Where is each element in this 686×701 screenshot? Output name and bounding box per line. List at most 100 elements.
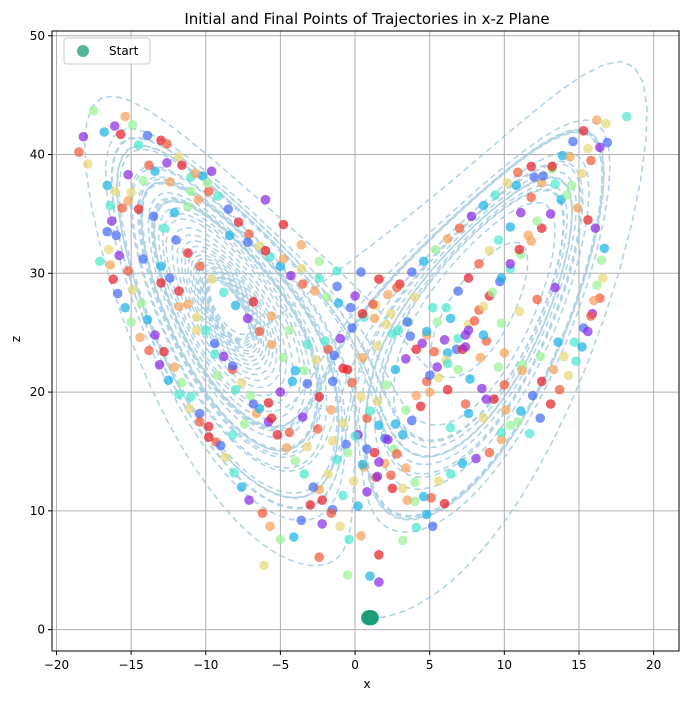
- final-point: [401, 463, 411, 473]
- y-tick-label: 20: [30, 385, 45, 399]
- final-point: [326, 405, 337, 415]
- final-point: [411, 522, 422, 533]
- final-point: [95, 256, 105, 267]
- final-point: [569, 337, 580, 348]
- final-point: [260, 245, 271, 256]
- final-point: [445, 313, 456, 324]
- final-point: [193, 194, 204, 205]
- final-points: [74, 105, 632, 587]
- final-point: [478, 200, 489, 211]
- final-point: [183, 248, 193, 258]
- final-point: [439, 335, 450, 345]
- final-point: [547, 161, 557, 172]
- final-point: [289, 532, 299, 542]
- final-point: [368, 299, 378, 310]
- final-point: [523, 230, 533, 241]
- final-point: [493, 235, 504, 245]
- final-point: [517, 365, 528, 376]
- final-point: [532, 216, 542, 226]
- x-tick-label: −15: [118, 658, 143, 672]
- final-point: [329, 350, 340, 361]
- final-point: [372, 341, 383, 351]
- final-point: [356, 531, 366, 541]
- final-point: [477, 383, 487, 394]
- final-point: [527, 390, 538, 401]
- final-point: [299, 469, 310, 479]
- final-point: [410, 496, 420, 507]
- final-point: [410, 292, 420, 302]
- final-point: [430, 244, 441, 255]
- final-point: [427, 521, 438, 532]
- final-point: [162, 139, 172, 149]
- final-point: [589, 295, 599, 306]
- final-point: [499, 348, 510, 358]
- final-point: [177, 377, 187, 388]
- final-point: [192, 312, 202, 323]
- final-point: [174, 286, 184, 296]
- final-point: [426, 493, 437, 503]
- final-point: [513, 417, 523, 427]
- final-point: [204, 432, 214, 443]
- final-point: [227, 430, 238, 440]
- final-point: [198, 171, 208, 181]
- final-point: [275, 534, 286, 545]
- final-point: [565, 152, 575, 162]
- final-point: [201, 325, 211, 336]
- final-point: [290, 365, 301, 376]
- final-point: [275, 387, 286, 397]
- final-point: [516, 207, 526, 218]
- final-point: [562, 190, 572, 200]
- final-point: [365, 406, 375, 416]
- final-point: [383, 289, 393, 300]
- final-point: [192, 325, 202, 336]
- final-point: [586, 311, 596, 321]
- final-point: [236, 377, 247, 388]
- final-point: [120, 302, 130, 313]
- final-point: [150, 330, 160, 340]
- final-point: [135, 332, 145, 343]
- final-point: [407, 267, 417, 277]
- final-point: [244, 495, 254, 506]
- final-point: [478, 301, 489, 312]
- final-point: [302, 339, 313, 350]
- y-tick-label: 40: [30, 148, 45, 162]
- final-point: [392, 449, 402, 459]
- final-point: [369, 447, 380, 458]
- final-point: [374, 577, 384, 587]
- final-point: [566, 180, 577, 191]
- final-point: [374, 274, 384, 285]
- final-point: [418, 256, 429, 267]
- final-point: [218, 287, 229, 298]
- final-point: [114, 250, 124, 261]
- final-point: [536, 178, 547, 188]
- final-point: [513, 167, 523, 178]
- final-point: [365, 571, 375, 581]
- final-point: [493, 362, 504, 372]
- final-point: [265, 521, 275, 532]
- final-point: [577, 168, 587, 179]
- final-point: [154, 360, 165, 370]
- final-point: [308, 482, 319, 492]
- final-point: [127, 120, 138, 130]
- final-point: [341, 439, 351, 450]
- final-point: [302, 379, 313, 389]
- final-point: [323, 344, 334, 355]
- final-point: [557, 150, 568, 161]
- final-point: [133, 140, 144, 150]
- final-point: [169, 207, 180, 218]
- final-point: [592, 280, 602, 291]
- final-point: [410, 477, 420, 488]
- final-point: [254, 326, 265, 337]
- final-point: [386, 470, 396, 481]
- final-point: [206, 166, 217, 176]
- final-point: [309, 286, 320, 296]
- final-point: [320, 336, 331, 346]
- final-point: [162, 158, 172, 168]
- final-point: [598, 273, 608, 283]
- final-point: [572, 203, 583, 213]
- final-point: [387, 329, 398, 339]
- final-point: [202, 178, 213, 188]
- final-point: [323, 469, 334, 479]
- final-point: [563, 370, 574, 381]
- final-point: [505, 222, 516, 232]
